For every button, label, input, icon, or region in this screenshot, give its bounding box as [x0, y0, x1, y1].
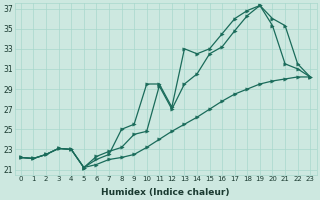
X-axis label: Humidex (Indice chaleur): Humidex (Indice chaleur) — [101, 188, 230, 197]
